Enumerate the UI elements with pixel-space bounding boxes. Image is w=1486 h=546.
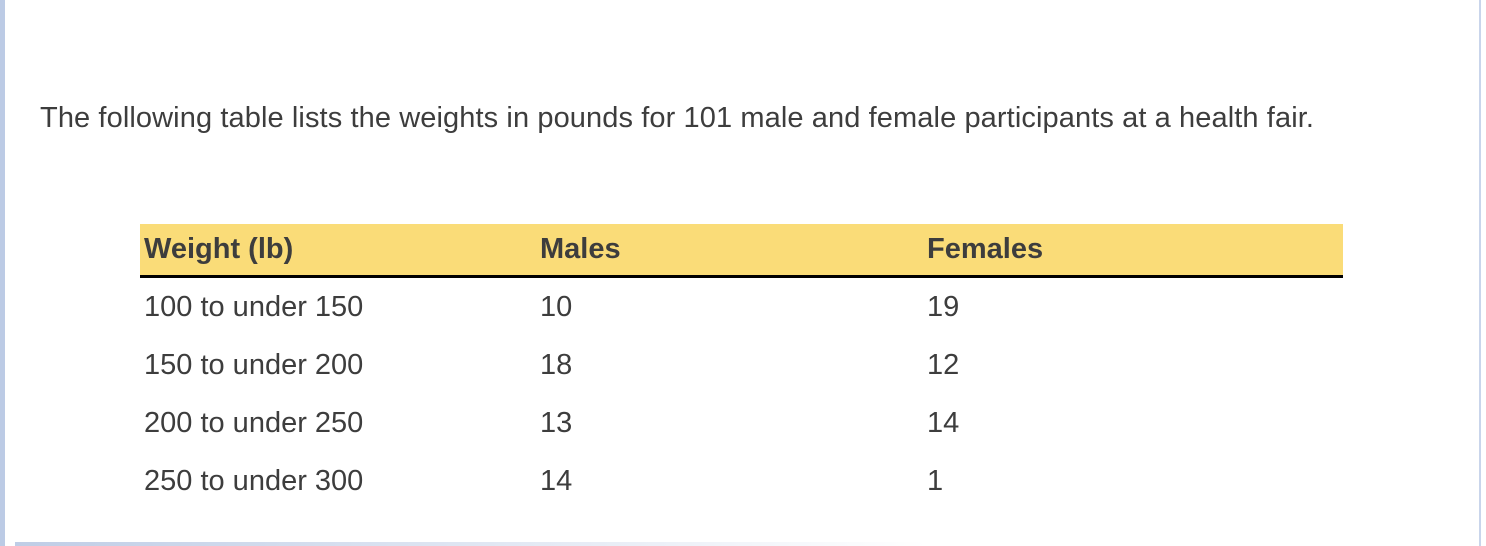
weight-cell: 150 to under 200 [144,348,364,381]
right-accent-line [1479,0,1481,546]
females-cell: 1 [927,464,944,497]
table-row: 200 to under 250 13 14 [140,394,1343,452]
weight-cell: 100 to under 150 [144,290,364,323]
column-header-females: Females [927,233,1044,265]
table-header-row: Weight (lb) Males Females [140,224,1343,278]
females-cell: 19 [927,290,960,323]
table-row: 250 to under 300 14 1 [140,452,1343,510]
females-cell: 14 [927,406,960,439]
column-header-weight: Weight (lb) [144,233,294,265]
males-cell: 18 [540,348,573,381]
bottom-accent-bar [15,542,1486,546]
males-cell: 13 [540,406,573,439]
weights-table: Weight (lb) Males Females 100 to under 1… [140,224,1343,510]
table-row: 150 to under 200 18 12 [140,336,1343,394]
column-header-males: Males [540,233,621,265]
weight-cell: 200 to under 250 [144,406,364,439]
males-cell: 10 [540,290,573,323]
table-row: 100 to under 150 10 19 [140,278,1343,336]
weight-cell: 250 to under 300 [144,464,364,497]
males-cell: 14 [540,464,573,497]
left-accent-bar [0,0,5,546]
intro-paragraph: The following table lists the weights in… [40,102,1315,134]
females-cell: 12 [927,348,960,381]
